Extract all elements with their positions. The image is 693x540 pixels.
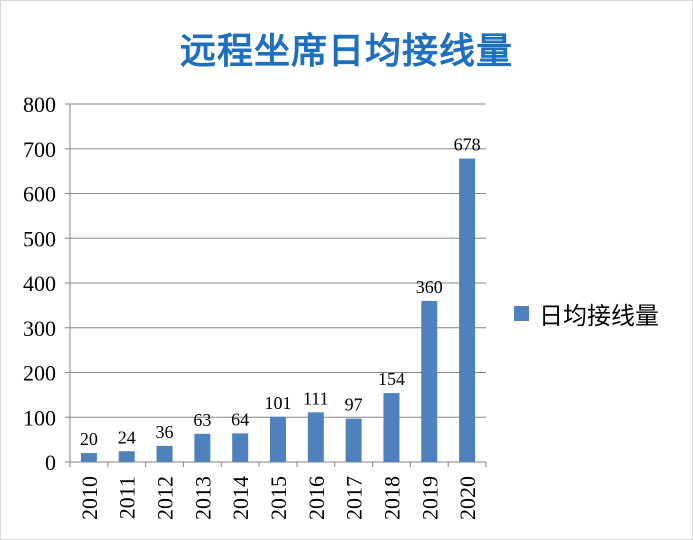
y-tick-label: 100 xyxy=(23,405,56,430)
data-label: 64 xyxy=(231,409,249,429)
data-label: 97 xyxy=(345,395,363,415)
y-tick-label: 700 xyxy=(23,137,56,162)
bar xyxy=(194,433,211,462)
x-tick-label: 2013 xyxy=(190,476,215,520)
data-label: 678 xyxy=(454,135,481,155)
x-tick-label: 2017 xyxy=(342,476,367,520)
x-tick-label: 2010 xyxy=(77,476,102,520)
legend: 日均接线量 xyxy=(514,296,659,331)
y-tick-label: 500 xyxy=(23,226,56,251)
bar xyxy=(270,416,286,462)
y-tick-label: 600 xyxy=(23,182,56,207)
data-label: 360 xyxy=(416,277,443,297)
y-tick-label: 0 xyxy=(45,450,56,475)
bar xyxy=(421,300,438,462)
data-label: 63 xyxy=(193,410,211,430)
x-tick-label: 2011 xyxy=(115,476,140,519)
x-tick-label: 2016 xyxy=(304,476,329,520)
data-label: 24 xyxy=(118,427,136,447)
y-tick-label: 200 xyxy=(23,361,56,386)
x-tick-label: 2019 xyxy=(417,476,442,520)
data-label: 101 xyxy=(265,393,292,413)
data-label: 154 xyxy=(378,369,405,389)
legend-swatch xyxy=(514,306,529,321)
bar xyxy=(383,393,400,462)
bar xyxy=(80,453,97,462)
x-tick-label: 2020 xyxy=(455,476,480,520)
x-tick-label: 2018 xyxy=(379,476,404,520)
bar xyxy=(459,158,476,462)
x-tick-label: 2014 xyxy=(228,476,253,520)
bar xyxy=(156,445,173,462)
data-label: 111 xyxy=(303,388,329,408)
legend-label: 日均接线量 xyxy=(539,302,659,330)
x-tick-label: 2012 xyxy=(153,476,178,520)
x-tick-label: 2015 xyxy=(266,476,291,520)
bar xyxy=(345,418,362,462)
data-label: 36 xyxy=(156,422,174,442)
bar xyxy=(232,433,249,462)
y-tick-label: 300 xyxy=(23,316,56,341)
y-tick-label: 800 xyxy=(23,92,56,117)
data-label: 20 xyxy=(80,429,98,449)
bar xyxy=(307,412,324,462)
bar xyxy=(118,451,135,462)
y-tick-label: 400 xyxy=(23,271,56,296)
chart-title: 远程坐席日均接线量 xyxy=(179,31,513,72)
